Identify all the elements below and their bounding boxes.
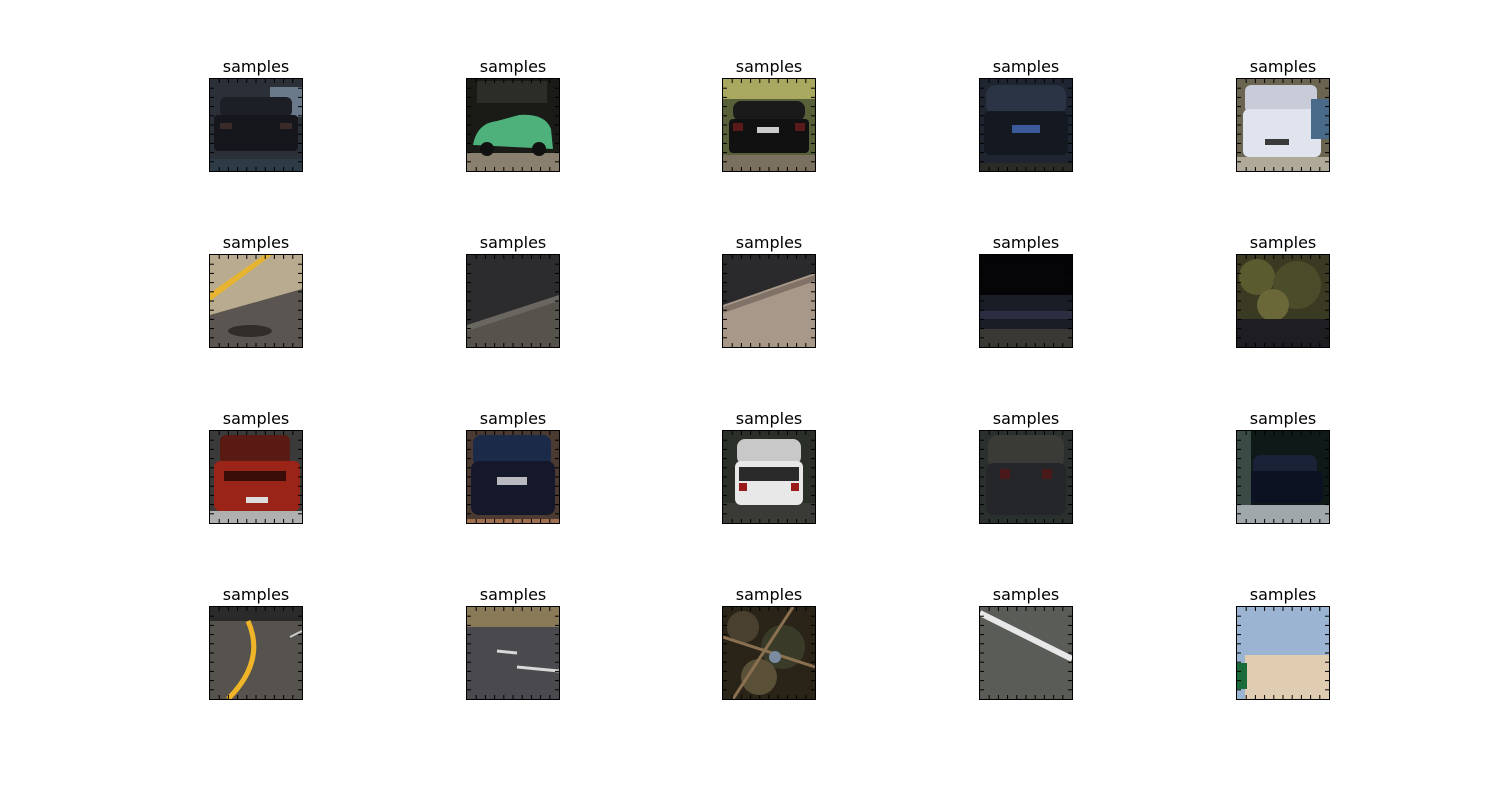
road-icon	[980, 255, 1072, 347]
panel-title: samples	[735, 585, 803, 604]
car-rear-icon	[210, 431, 302, 523]
road-icon	[210, 255, 302, 347]
car-rear-icon	[1237, 431, 1329, 523]
panel-title: samples	[479, 409, 547, 428]
panel-title: samples	[1249, 585, 1317, 604]
road-icon	[723, 255, 815, 347]
panel-title: samples	[992, 233, 1060, 252]
panel-title: samples	[222, 585, 290, 604]
road-icon	[467, 607, 559, 699]
panel-title: samples	[992, 409, 1060, 428]
foliage-icon	[723, 607, 815, 699]
sample-image	[979, 254, 1073, 348]
car-side-icon	[467, 79, 559, 171]
sample-image	[209, 430, 303, 524]
road-icon	[980, 607, 1072, 699]
sample-image	[209, 606, 303, 700]
panel-title: samples	[479, 57, 547, 76]
sample-image	[209, 78, 303, 172]
sample-image	[209, 254, 303, 348]
car-rear-icon	[723, 79, 815, 171]
sample-image	[979, 78, 1073, 172]
panel-title: samples	[479, 585, 547, 604]
sample-image	[979, 430, 1073, 524]
sample-image	[979, 606, 1073, 700]
sample-image	[722, 78, 816, 172]
sample-image	[466, 430, 560, 524]
sample-image	[1236, 430, 1330, 524]
panel-title: samples	[735, 57, 803, 76]
sample-image	[466, 606, 560, 700]
panel-title: samples	[992, 57, 1060, 76]
sample-image	[466, 78, 560, 172]
panel-title: samples	[1249, 233, 1317, 252]
foliage-icon	[1237, 255, 1329, 347]
panel-title: samples	[735, 409, 803, 428]
sky-icon	[1237, 607, 1329, 699]
sample-image	[1236, 606, 1330, 700]
road-icon	[210, 607, 302, 699]
panel-title: samples	[1249, 409, 1317, 428]
panel-title: samples	[222, 57, 290, 76]
panel-title: samples	[479, 233, 547, 252]
road-icon	[467, 255, 559, 347]
car-rear-icon	[467, 431, 559, 523]
car-rear-icon	[1237, 79, 1329, 171]
car-rear-icon	[980, 431, 1072, 523]
panel-title: samples	[222, 233, 290, 252]
sample-image	[1236, 254, 1330, 348]
sample-image	[466, 254, 560, 348]
car-rear-icon	[210, 79, 302, 171]
sample-image	[722, 606, 816, 700]
panel-title: samples	[735, 233, 803, 252]
car-rear-icon	[723, 431, 815, 523]
sample-image	[722, 430, 816, 524]
panel-title: samples	[1249, 57, 1317, 76]
panel-title: samples	[992, 585, 1060, 604]
panel-title: samples	[222, 409, 290, 428]
sample-image	[722, 254, 816, 348]
sample-image	[1236, 78, 1330, 172]
car-rear-icon	[980, 79, 1072, 171]
